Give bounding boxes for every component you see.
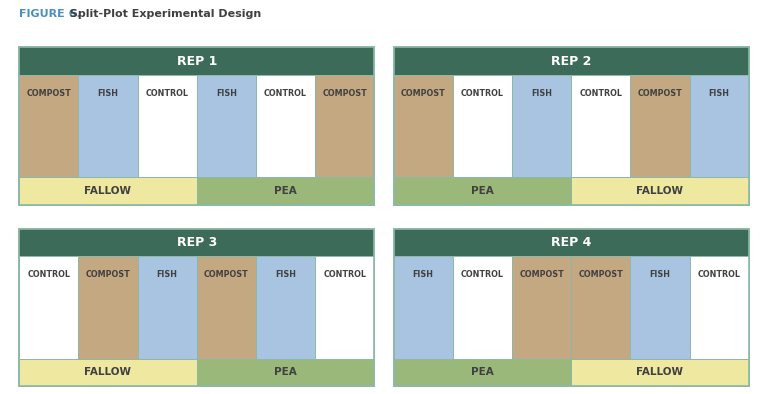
Bar <box>393 229 749 256</box>
Bar <box>571 256 631 359</box>
Bar <box>19 47 374 205</box>
Text: FISH: FISH <box>157 270 177 279</box>
Text: CONTROL: CONTROL <box>461 89 504 98</box>
Bar <box>393 229 749 386</box>
Bar <box>19 75 78 177</box>
Bar <box>631 75 690 177</box>
Bar <box>19 256 78 359</box>
Bar <box>19 359 197 386</box>
Text: CONTROL: CONTROL <box>28 270 71 279</box>
Bar <box>571 359 749 386</box>
Bar <box>512 75 571 177</box>
Text: FISH: FISH <box>531 89 552 98</box>
Text: COMPOST: COMPOST <box>26 89 71 98</box>
Bar <box>393 256 453 359</box>
Bar <box>19 229 374 386</box>
Text: FISH: FISH <box>412 270 434 279</box>
Text: FALLOW: FALLOW <box>637 186 684 196</box>
Bar <box>256 75 315 177</box>
Text: FISH: FISH <box>216 89 237 98</box>
Text: FISH: FISH <box>98 89 118 98</box>
Bar <box>393 47 749 205</box>
Text: COMPOST: COMPOST <box>637 89 683 98</box>
Bar <box>393 47 749 75</box>
Bar <box>19 47 374 205</box>
Text: CONTROL: CONTROL <box>697 270 740 279</box>
Bar <box>571 75 631 177</box>
Bar <box>631 256 690 359</box>
Bar <box>19 47 374 75</box>
Text: FALLOW: FALLOW <box>84 186 131 196</box>
Bar <box>453 75 512 177</box>
Bar <box>393 47 749 205</box>
Text: COMPOST: COMPOST <box>401 89 445 98</box>
Bar <box>78 256 137 359</box>
Text: FALLOW: FALLOW <box>84 367 131 377</box>
Bar <box>137 256 197 359</box>
Bar <box>512 256 571 359</box>
Bar <box>690 256 749 359</box>
Text: CONTROL: CONTROL <box>579 89 622 98</box>
Bar <box>571 177 749 205</box>
Text: REP 3: REP 3 <box>177 236 217 249</box>
Bar <box>393 359 571 386</box>
Text: PEA: PEA <box>274 186 297 196</box>
Bar <box>393 75 453 177</box>
Bar <box>256 256 315 359</box>
Bar <box>197 75 256 177</box>
Bar <box>197 177 374 205</box>
Text: FISH: FISH <box>709 89 730 98</box>
Text: COMPOST: COMPOST <box>323 89 367 98</box>
Bar <box>19 229 374 386</box>
Bar <box>315 75 374 177</box>
Text: CONTROL: CONTROL <box>264 89 307 98</box>
Text: COMPOST: COMPOST <box>519 270 564 279</box>
Text: REP 2: REP 2 <box>551 55 591 67</box>
Bar <box>19 229 374 256</box>
Text: COMPOST: COMPOST <box>578 270 623 279</box>
Bar <box>197 256 256 359</box>
Text: COMPOST: COMPOST <box>85 270 131 279</box>
Text: CONTROL: CONTROL <box>323 270 366 279</box>
Text: FALLOW: FALLOW <box>637 367 684 377</box>
Text: CONTROL: CONTROL <box>461 270 504 279</box>
Bar <box>393 229 749 386</box>
Bar <box>19 177 197 205</box>
Text: Split-Plot Experimental Design: Split-Plot Experimental Design <box>66 9 261 19</box>
Text: COMPOST: COMPOST <box>204 270 249 279</box>
Text: PEA: PEA <box>471 367 494 377</box>
Bar <box>690 75 749 177</box>
Bar <box>453 256 512 359</box>
Text: FIGURE 6.: FIGURE 6. <box>19 9 81 19</box>
Bar <box>393 177 571 205</box>
Bar <box>315 256 374 359</box>
Bar <box>78 75 137 177</box>
Text: REP 4: REP 4 <box>551 236 591 249</box>
Text: FISH: FISH <box>650 270 670 279</box>
Text: CONTROL: CONTROL <box>146 89 189 98</box>
Bar <box>197 359 374 386</box>
Bar <box>137 75 197 177</box>
Text: REP 1: REP 1 <box>177 55 217 67</box>
Text: PEA: PEA <box>471 186 494 196</box>
Text: FISH: FISH <box>275 270 296 279</box>
Text: PEA: PEA <box>274 367 297 377</box>
